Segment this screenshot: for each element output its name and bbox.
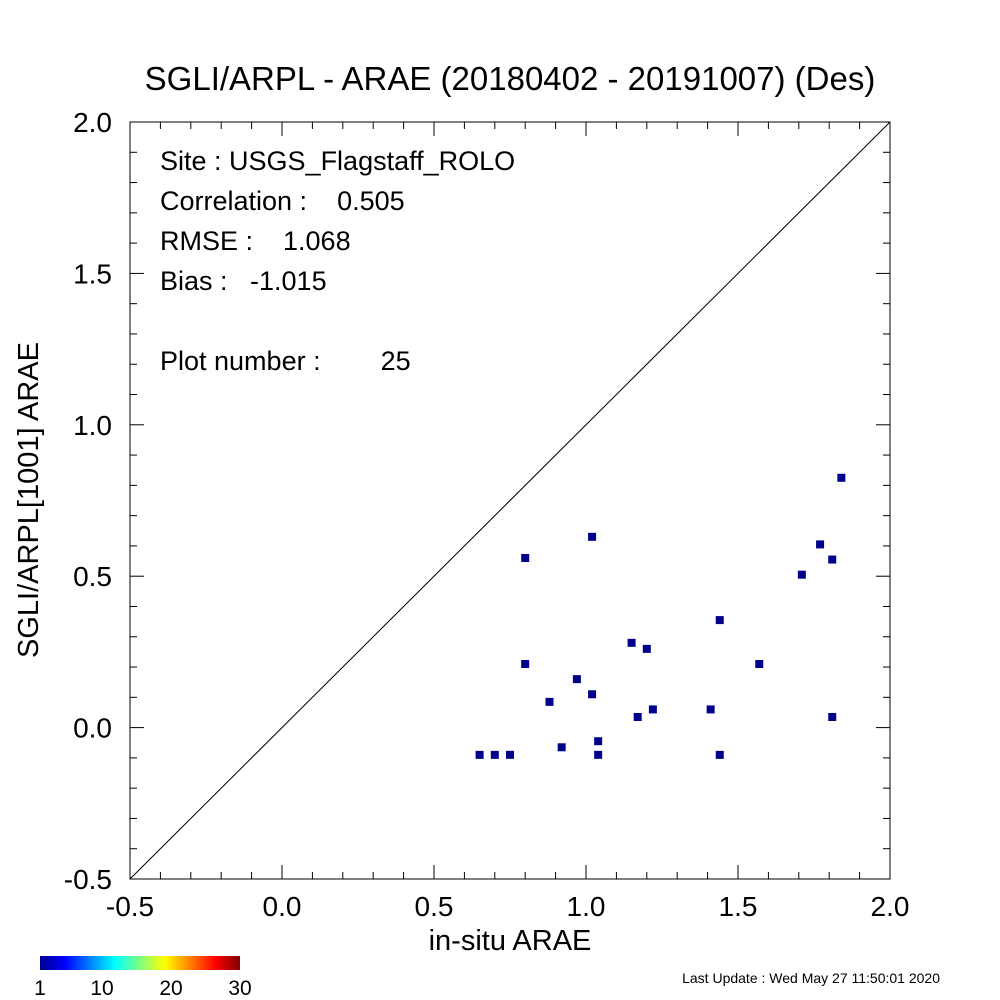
y-tick-labels: -0.5 0.0 0.5 1.0 1.5 2.0 xyxy=(64,107,112,895)
x-tick-label: 1.0 xyxy=(567,891,606,922)
colorbar-tick-label: 1 xyxy=(34,977,46,1000)
data-point xyxy=(706,705,715,714)
bias-label: Bias : -1.015 xyxy=(160,266,327,296)
data-point xyxy=(642,644,651,653)
data-point xyxy=(828,555,837,564)
data-point xyxy=(521,554,530,563)
data-point xyxy=(648,705,657,714)
y-tick-label: 0.0 xyxy=(73,713,112,744)
y-tick-label: 0.5 xyxy=(73,561,112,592)
data-point xyxy=(594,750,603,759)
data-point xyxy=(715,750,724,759)
x-axis-label: in-situ ARAE xyxy=(429,925,592,957)
data-point xyxy=(837,473,846,482)
plot-area xyxy=(129,121,891,880)
plot-frame xyxy=(129,121,891,880)
data-point xyxy=(588,690,597,699)
data-point xyxy=(715,616,724,625)
y-axis-label: SGLI/ARPL[1001] ARAE xyxy=(13,342,45,658)
x-tick-labels: -0.5 0.0 0.5 1.0 1.5 2.0 xyxy=(106,891,910,922)
y-tick-label: -0.5 xyxy=(64,864,112,895)
colorbar-gradient xyxy=(40,956,240,970)
x-tick-label: 2.0 xyxy=(871,891,910,922)
colorbar-tick-label: 10 xyxy=(90,977,113,1000)
data-point xyxy=(828,713,837,722)
data-point xyxy=(506,750,514,759)
data-point xyxy=(797,570,806,579)
x-tick-label: 1.5 xyxy=(719,891,758,922)
x-tick-label: 0.0 xyxy=(263,891,302,922)
data-point xyxy=(475,750,484,759)
one-to-one-line xyxy=(129,121,891,880)
data-point xyxy=(557,743,566,752)
site-label: Site : USGS_Flagstaff_ROLO xyxy=(160,146,515,176)
data-point xyxy=(588,532,597,541)
colorbar-tick-label: 20 xyxy=(159,977,182,1000)
data-point xyxy=(545,697,554,706)
plot-number-label: Plot number : 25 xyxy=(160,346,411,376)
chart-title: SGLI/ARPL - ARAE (20180402 - 20191007) (… xyxy=(145,60,876,97)
data-point xyxy=(627,638,636,647)
correlation-label: Correlation : 0.505 xyxy=(160,186,405,216)
y-tick-label: 2.0 xyxy=(73,107,112,138)
last-update-label: Last Update : Wed May 27 11:50:01 2020 xyxy=(682,970,940,986)
data-points xyxy=(475,473,846,759)
data-point xyxy=(572,675,581,684)
x-tick-label: 0.5 xyxy=(415,891,454,922)
data-point xyxy=(521,660,530,669)
stats-block: Site : USGS_Flagstaff_ROLO Correlation :… xyxy=(160,146,515,376)
data-point xyxy=(490,750,499,759)
colorbar-ticks: 1 10 20 30 xyxy=(34,977,252,1000)
data-point xyxy=(594,737,603,746)
data-point xyxy=(633,713,642,722)
x-tick-label: -0.5 xyxy=(106,891,154,922)
rmse-label: RMSE : 1.068 xyxy=(160,226,351,256)
colorbar-tick-label: 30 xyxy=(228,977,251,1000)
y-tick-label: 1.5 xyxy=(73,258,112,289)
y-tick-label: 1.0 xyxy=(73,410,112,441)
axis-ticks xyxy=(129,121,891,880)
colorbar: 1 10 20 30 xyxy=(34,956,252,1000)
data-point xyxy=(816,540,825,549)
data-point xyxy=(755,660,764,669)
